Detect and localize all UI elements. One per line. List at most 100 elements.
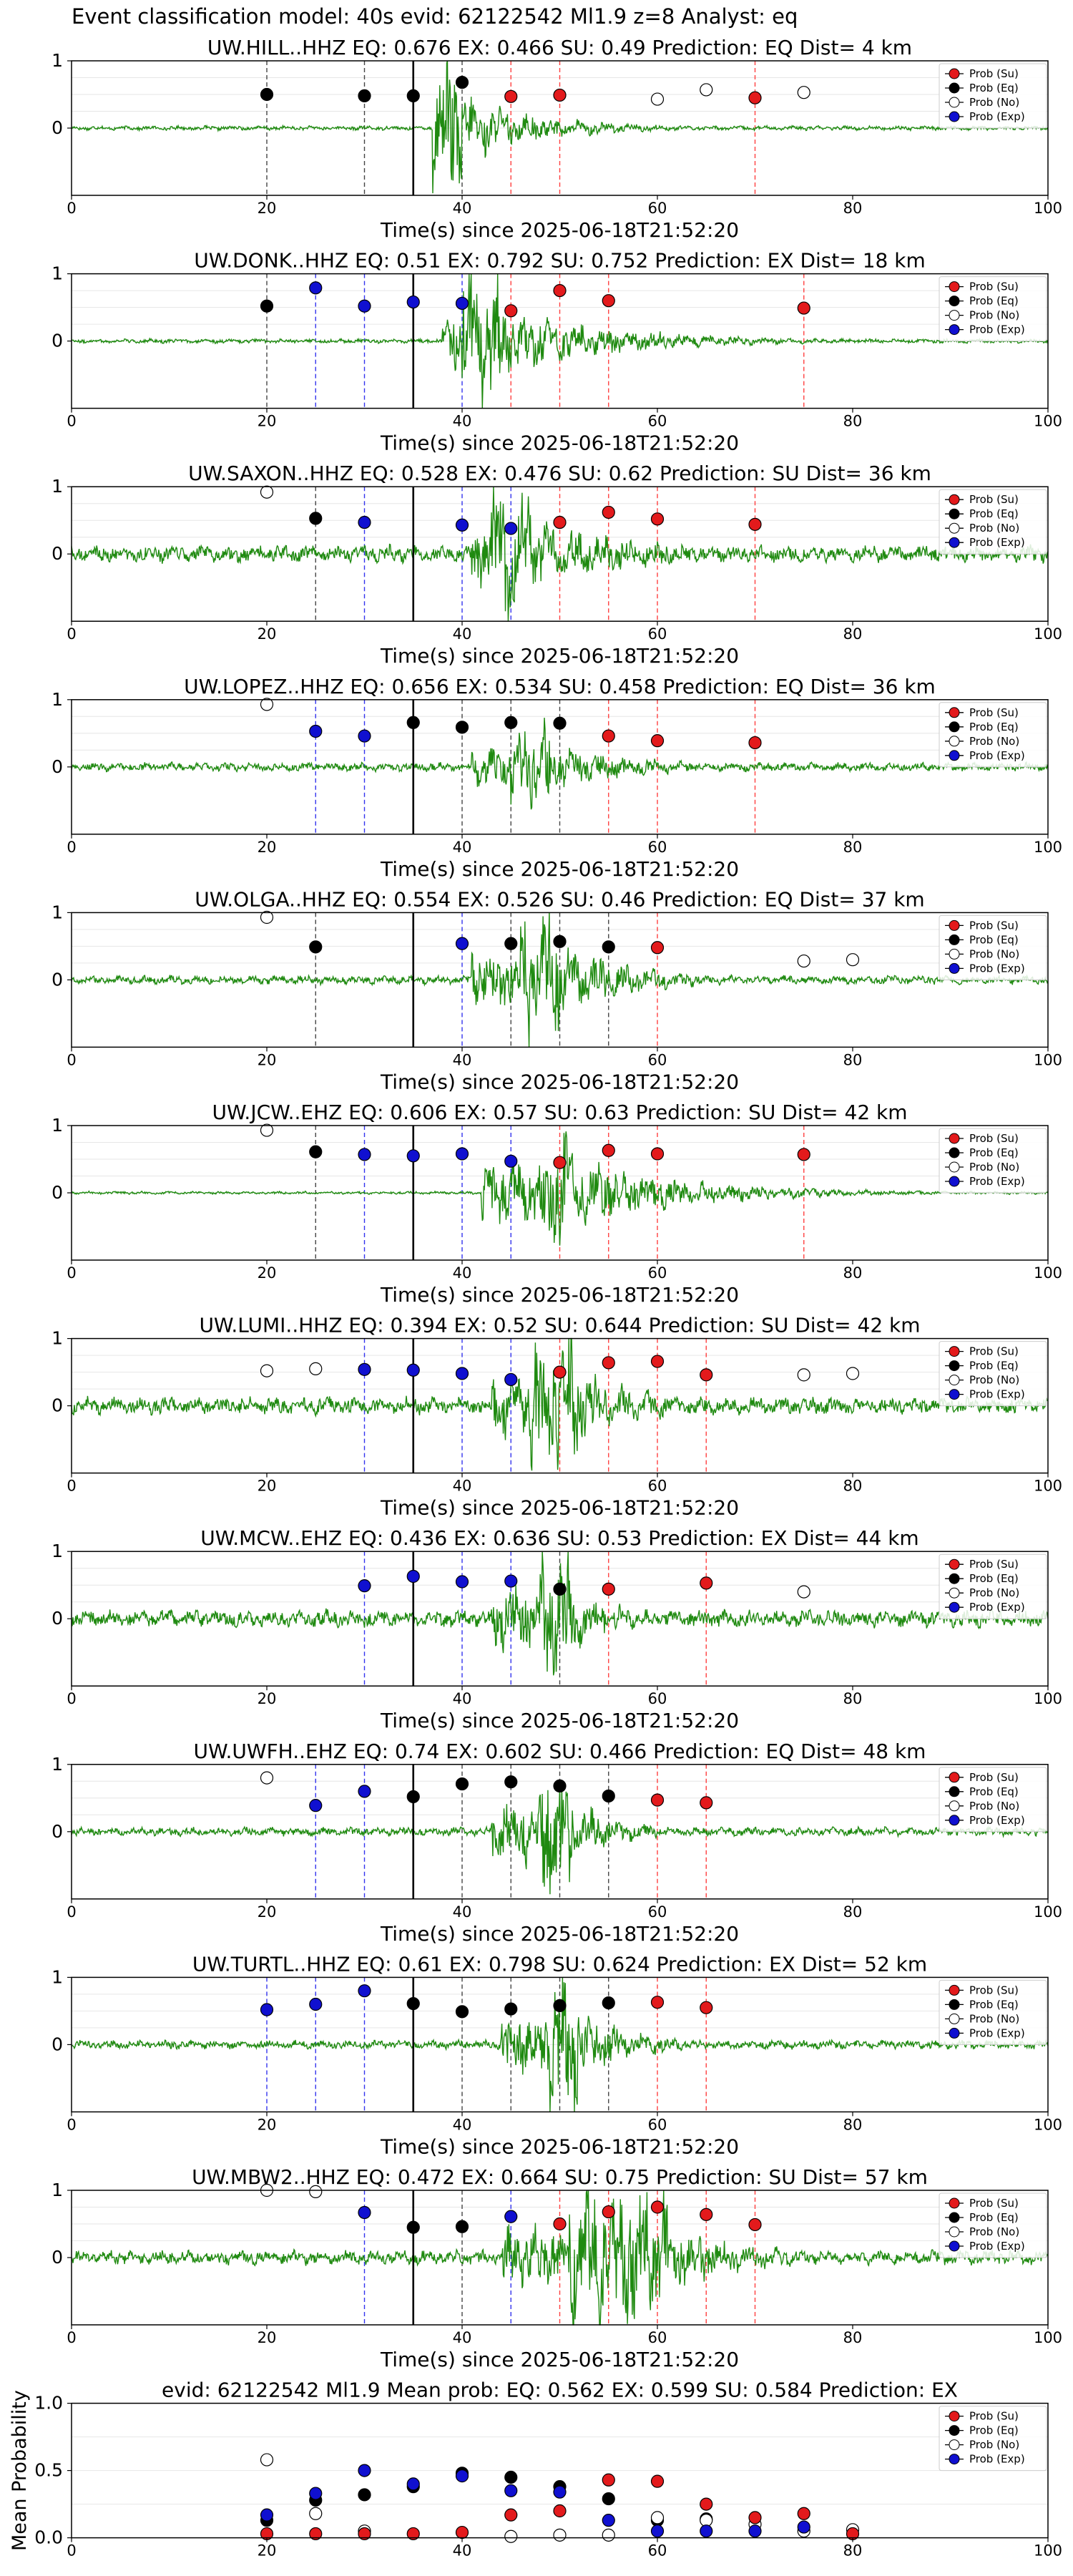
waveform-trace bbox=[71, 1337, 1049, 1471]
x-tick-label: 60 bbox=[648, 2542, 667, 2560]
x-tick-label: 40 bbox=[453, 1903, 472, 1921]
prob-point-su bbox=[455, 2525, 469, 2540]
x-tick-label: 40 bbox=[453, 200, 472, 217]
legend-marker-eq bbox=[949, 1360, 960, 1372]
panel-title: UW.MCW..EHZ EQ: 0.436 EX: 0.636 SU: 0.53… bbox=[200, 1526, 918, 1550]
prob-point-no bbox=[650, 92, 665, 106]
x-tick-label: 80 bbox=[843, 1478, 863, 1495]
prob-point-su bbox=[602, 294, 615, 308]
prob-point-eq bbox=[260, 299, 274, 313]
prob-point-no bbox=[504, 2529, 518, 2543]
legend-label: Prob (Su) bbox=[969, 706, 1019, 719]
legend-label: Prob (Su) bbox=[969, 1345, 1019, 1358]
legend-marker-no bbox=[949, 2013, 960, 2024]
prob-point-exp bbox=[455, 937, 469, 950]
prob-point-exp bbox=[309, 281, 323, 295]
x-tick-label: 100 bbox=[1034, 839, 1062, 856]
prob-point-su bbox=[553, 2217, 567, 2231]
station-panel-4: 0 20 40 60 80 100 0 1 UW.LOPEZ..HHZ EQ: 0.656 EX… bbox=[52, 675, 1062, 881]
prob-point-su bbox=[700, 1368, 713, 1382]
prob-point-eq bbox=[406, 1996, 420, 2011]
legend-box bbox=[939, 489, 1047, 555]
prob-point-eq bbox=[309, 1145, 323, 1158]
prob-point-exp bbox=[504, 2484, 518, 2497]
prob-point-eq bbox=[602, 1996, 615, 2010]
prob-point-exp bbox=[309, 724, 323, 738]
prob-point-su bbox=[602, 1356, 615, 1370]
prob-point-no bbox=[260, 485, 274, 499]
x-tick-label: 100 bbox=[1034, 1264, 1062, 1282]
prob-point-eq bbox=[504, 937, 518, 950]
legend-label: Prob (Exp) bbox=[969, 536, 1025, 549]
legend-marker-eq bbox=[949, 1573, 960, 1584]
legend-box bbox=[939, 276, 1047, 342]
waveform-trace bbox=[71, 1977, 1049, 2112]
legend-marker-exp bbox=[949, 1815, 960, 1826]
prob-point-no bbox=[797, 1585, 810, 1599]
x-tick-label: 60 bbox=[648, 1478, 667, 1495]
panel-title: UW.OLGA..HHZ EQ: 0.554 EX: 0.526 SU: 0.4… bbox=[195, 887, 924, 911]
y-tick-label: 1 bbox=[52, 1115, 63, 1136]
prob-point-su bbox=[504, 304, 518, 318]
legend-marker-su bbox=[949, 919, 960, 931]
x-axis-label: Time(s) since 2025-06-18T21:52:20 bbox=[380, 2348, 739, 2371]
x-tick-label: 80 bbox=[843, 1264, 863, 1282]
legend-box bbox=[939, 1128, 1047, 1194]
legend-label: Prob (Eq) bbox=[969, 1998, 1019, 2011]
legend-label: Prob (Eq) bbox=[969, 507, 1019, 520]
legend-label: Prob (Exp) bbox=[969, 110, 1025, 123]
legend-label: Prob (Su) bbox=[969, 280, 1019, 293]
x-tick-label: 0 bbox=[67, 839, 76, 856]
x-tick-label: 20 bbox=[258, 839, 277, 856]
x-tick-label: 40 bbox=[453, 413, 472, 430]
x-tick-label: 60 bbox=[648, 1264, 667, 1282]
x-tick-label: 80 bbox=[843, 200, 863, 217]
x-tick-label: 60 bbox=[648, 413, 667, 430]
prob-point-exp bbox=[602, 2514, 615, 2527]
legend-label: Prob (Eq) bbox=[969, 721, 1019, 733]
prob-point-no bbox=[602, 2528, 615, 2542]
x-tick-label: 20 bbox=[258, 200, 277, 217]
prob-point-eq bbox=[260, 87, 274, 102]
x-axis-label: Time(s) since 2025-06-18T21:52:20 bbox=[380, 1496, 739, 1520]
y-tick-label: 1 bbox=[52, 902, 63, 922]
legend-label: Prob (Eq) bbox=[969, 2211, 1019, 2224]
prob-point-exp bbox=[358, 1148, 371, 1161]
prob-point-su bbox=[700, 1576, 713, 1590]
y-tick-label: 0 bbox=[52, 117, 63, 138]
station-panel-9: 0 20 40 60 80 100 0 1 UW.UWFH..EHZ EQ: 0.74 EX: … bbox=[52, 1740, 1062, 1946]
waveform-trace bbox=[71, 1131, 1049, 1246]
waveform-trace bbox=[71, 60, 1049, 194]
panel-title: UW.SAXON..HHZ EQ: 0.528 EX: 0.476 SU: 0.… bbox=[188, 462, 931, 485]
x-tick-label: 100 bbox=[1034, 2329, 1062, 2346]
legend-label: Prob (No) bbox=[969, 1586, 1019, 1599]
prob-point-su bbox=[650, 2200, 665, 2214]
prob-point-eq bbox=[406, 2220, 420, 2234]
legend-marker-exp bbox=[949, 1176, 960, 1187]
prob-point-exp bbox=[358, 299, 371, 313]
prob-point-su bbox=[748, 91, 762, 104]
y-tick-label: 1 bbox=[52, 50, 63, 71]
x-tick-label: 80 bbox=[843, 2542, 863, 2560]
prob-point-su bbox=[553, 1365, 567, 1379]
x-tick-label: 0 bbox=[67, 1264, 76, 1282]
prob-point-exp bbox=[358, 1579, 371, 1593]
prob-point-su bbox=[700, 2001, 713, 2014]
x-tick-label: 0 bbox=[67, 1478, 76, 1495]
legend-box bbox=[939, 702, 1047, 768]
x-tick-label: 0 bbox=[67, 2329, 76, 2346]
prob-point-exp bbox=[504, 1154, 518, 1168]
x-tick-label: 40 bbox=[453, 1051, 472, 1068]
y-tick-label: 1 bbox=[52, 1754, 63, 1775]
panel-title: UW.LUMI..HHZ EQ: 0.394 EX: 0.52 SU: 0.64… bbox=[199, 1314, 920, 1337]
x-tick-label: 40 bbox=[453, 1478, 472, 1495]
prob-point-no bbox=[260, 2453, 274, 2467]
legend-label: Prob (Eq) bbox=[969, 1785, 1019, 1798]
legend-box bbox=[939, 1767, 1047, 1833]
legend-label: Prob (No) bbox=[969, 1374, 1019, 1387]
legend-marker-eq bbox=[949, 82, 960, 94]
prob-point-exp bbox=[406, 2477, 420, 2491]
x-tick-label: 20 bbox=[258, 1478, 277, 1495]
prob-point-no bbox=[260, 910, 274, 924]
station-panel-10: 0 20 40 60 80 100 0 1 UW.TURTL..HHZ EQ: 0.61 EX:… bbox=[52, 1952, 1062, 2158]
